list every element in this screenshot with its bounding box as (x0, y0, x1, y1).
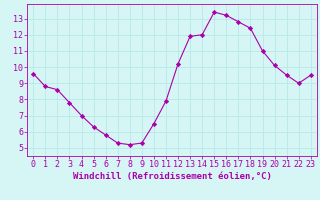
X-axis label: Windchill (Refroidissement éolien,°C): Windchill (Refroidissement éolien,°C) (73, 172, 271, 181)
